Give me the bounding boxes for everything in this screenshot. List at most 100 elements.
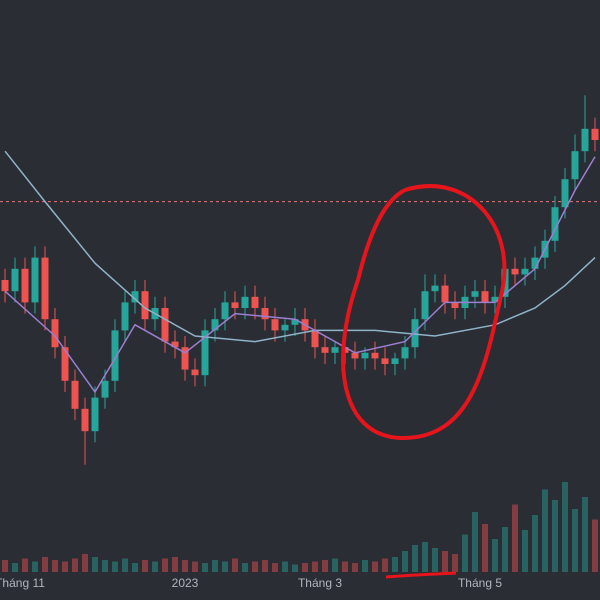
volume-bar [212, 560, 218, 572]
x-tick-label: 2023 [172, 576, 199, 590]
volume-bar [422, 542, 428, 572]
volume-bar [402, 551, 408, 572]
candle-body [441, 285, 449, 303]
volume-bar [482, 524, 488, 572]
candle-body [51, 319, 59, 348]
candle-body [31, 257, 39, 303]
volume-bar [312, 561, 318, 572]
volume-bar [232, 558, 238, 572]
candle-body [21, 268, 29, 303]
candle-body [361, 352, 369, 359]
candle-body [81, 408, 89, 432]
x-tick-label: Tháng 3 [298, 576, 342, 590]
candle-body [111, 330, 119, 381]
volume-bar [172, 557, 178, 572]
candle-body [131, 291, 139, 303]
volume-bar [182, 560, 188, 572]
x-tick-label: Tháng 11 [0, 576, 45, 590]
volume-bar [382, 558, 388, 572]
candle-body [71, 380, 79, 409]
volume-bar [282, 561, 288, 572]
candle-body [121, 302, 129, 331]
candle-body [271, 319, 279, 331]
volume-bar [442, 551, 448, 572]
volume-bar [92, 557, 98, 572]
volume-bar [102, 560, 108, 572]
volume-bar [302, 563, 308, 572]
volume-bar [252, 561, 258, 572]
volume-bar [502, 527, 508, 572]
volume-bar [62, 561, 68, 572]
volume-bar [412, 545, 418, 572]
candle-body [311, 330, 319, 348]
candle-body [41, 257, 49, 320]
candle-body [491, 296, 499, 303]
volume-bar [362, 560, 368, 572]
candle-body [451, 302, 459, 308]
volume-bar [192, 561, 198, 572]
volume-bar [392, 557, 398, 572]
volume-bar [532, 515, 538, 572]
volume-bar [22, 558, 28, 572]
volume-bar [162, 558, 168, 572]
candle-body [61, 347, 69, 381]
volume-bar [342, 561, 348, 572]
candle-body [161, 308, 169, 342]
candle-body [261, 308, 269, 320]
candle-body [321, 347, 329, 353]
candle-body [571, 151, 579, 180]
volume-bar [202, 563, 208, 572]
candle-body [251, 296, 259, 308]
volume-bar [132, 563, 138, 572]
volume-bar [112, 561, 118, 572]
candle-body [171, 341, 179, 348]
volume-bar [2, 560, 8, 572]
candle-body [381, 358, 389, 364]
candle-body [481, 291, 489, 303]
volume-bar [572, 509, 578, 572]
plot: Tháng 11 2023 Tháng 3 Tháng 5 [0, 95, 600, 590]
candle-body [241, 296, 249, 308]
candle-body [101, 380, 109, 398]
volume-bar [52, 560, 58, 572]
candle-body [91, 397, 99, 432]
candle-body [291, 319, 299, 325]
volume-bar [522, 530, 528, 572]
candle-body [11, 268, 19, 292]
volume-bar [142, 560, 148, 572]
volume-bar [42, 557, 48, 572]
annotation-underline [385, 571, 457, 579]
candle-body [1, 280, 9, 292]
candle-body [591, 128, 599, 140]
volume-bar [12, 563, 18, 572]
candle-body [421, 291, 429, 320]
candle-body [391, 358, 399, 364]
candle-body [371, 352, 379, 359]
candle-body [511, 268, 519, 275]
candle-body [471, 291, 479, 297]
volume-bar [432, 548, 438, 572]
volume-bar [472, 512, 478, 572]
volume-bar [272, 563, 278, 572]
candle-body [581, 128, 589, 152]
volume-bar [462, 534, 468, 572]
candle-body [401, 347, 409, 359]
candle-body [431, 285, 439, 292]
volume-bar [592, 519, 598, 572]
candle-body [281, 324, 289, 331]
volume-bar [512, 504, 518, 572]
candle-body [191, 369, 199, 376]
candle-body [201, 330, 209, 376]
volume-bar [82, 554, 88, 572]
volume-bar [242, 563, 248, 572]
volume-bar [72, 558, 78, 572]
volume-bar [452, 554, 458, 572]
candle-body [551, 207, 559, 241]
annotation-circle [341, 184, 507, 441]
candle-body [211, 319, 219, 331]
candle-body [351, 352, 359, 359]
volume-bar [292, 564, 298, 572]
moving-average [4, 156, 596, 394]
